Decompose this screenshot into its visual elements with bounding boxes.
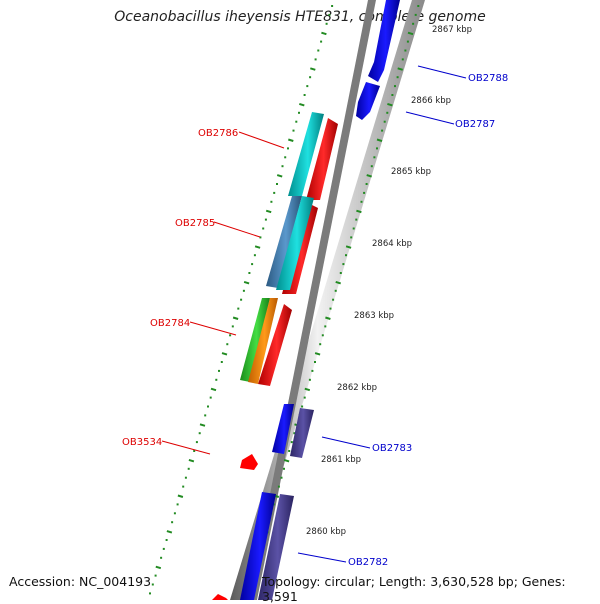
gene-label: OB2787 — [455, 119, 495, 130]
scale-tick — [243, 280, 250, 285]
gene-bottom-red — [212, 594, 228, 600]
scale-label: 2860 kbp — [306, 527, 346, 537]
scale-tick — [254, 245, 261, 249]
scale-tick — [199, 423, 206, 427]
gene-label: OB2785 — [175, 218, 215, 229]
scale-tick — [376, 138, 383, 142]
scale-tick — [321, 31, 327, 36]
gene-cyan-upper — [288, 112, 324, 196]
gene-green — [240, 298, 270, 382]
gene-label: OB2786 — [198, 128, 238, 139]
scale-tick — [304, 387, 311, 392]
gene-steelblue — [266, 196, 302, 288]
scale-tick — [265, 209, 272, 214]
gene-OB2783-feature — [272, 404, 294, 454]
scale-tick — [345, 245, 352, 249]
scale-tick — [288, 138, 294, 142]
scale-label: 2863 kbp — [354, 311, 394, 321]
scale-label: 2862 kbp — [337, 383, 377, 393]
gene-labels-left: OB2786 OB2785 OB2784 OB3534 — [122, 128, 238, 448]
gene-OB2787-feature — [356, 82, 380, 120]
scale-tick — [407, 31, 414, 36]
scale-tick — [155, 565, 162, 570]
scale-tick — [335, 280, 341, 285]
scale-tick — [283, 458, 290, 463]
gene-label: OB2782 — [348, 557, 388, 568]
scale-tick — [188, 458, 195, 463]
scale-tick — [366, 174, 372, 178]
gene-label: OB2783 — [372, 443, 412, 454]
scale-label: 2867 kbp — [432, 25, 472, 35]
scale-tick — [232, 316, 239, 320]
scale-tick — [310, 67, 316, 71]
gene-OB2782-pair — [258, 494, 294, 600]
cds-features — [212, 0, 400, 600]
gene-cyan-lower — [276, 196, 314, 290]
gene-OB2788-feature — [368, 0, 400, 82]
gene-label: OB2788 — [468, 73, 508, 84]
gene-OB2786-feature — [306, 118, 338, 200]
gene-OB2783-pair — [290, 408, 314, 458]
scale-tick — [387, 102, 393, 107]
accession-text: Accession: NC_004193 — [9, 574, 152, 589]
gene-label: OB2784 — [150, 318, 190, 329]
scale-tick — [276, 174, 283, 178]
scale-tick — [177, 494, 184, 498]
scale-labels: 2867 kbp 2866 kbp 2865 kbp 2864 kbp 2863… — [306, 25, 472, 537]
scale-tick — [314, 352, 321, 356]
label-leaders — [161, 65, 467, 563]
gene-orange — [248, 298, 278, 384]
scale-label: 2866 kbp — [411, 96, 451, 106]
scale-tick — [299, 102, 305, 107]
scale-label: 2861 kbp — [321, 455, 361, 465]
gene-label: OB3534 — [122, 437, 162, 448]
scale-tick — [210, 387, 217, 392]
gene-OB2784-feature — [258, 304, 292, 386]
scale-tick — [166, 530, 173, 534]
scale-label: 2864 kbp — [372, 239, 412, 249]
gene-labels-right: OB2788 OB2787 OB2783 OB2782 — [348, 73, 508, 568]
scale-label: 2865 kbp — [391, 167, 431, 177]
gene-OB3534-feature — [240, 454, 258, 470]
gene-OB2782-feature — [240, 492, 276, 600]
scale-tick — [397, 67, 403, 71]
scale-tick — [356, 209, 362, 214]
scale-tick — [221, 352, 228, 356]
scale-tick — [325, 316, 331, 320]
